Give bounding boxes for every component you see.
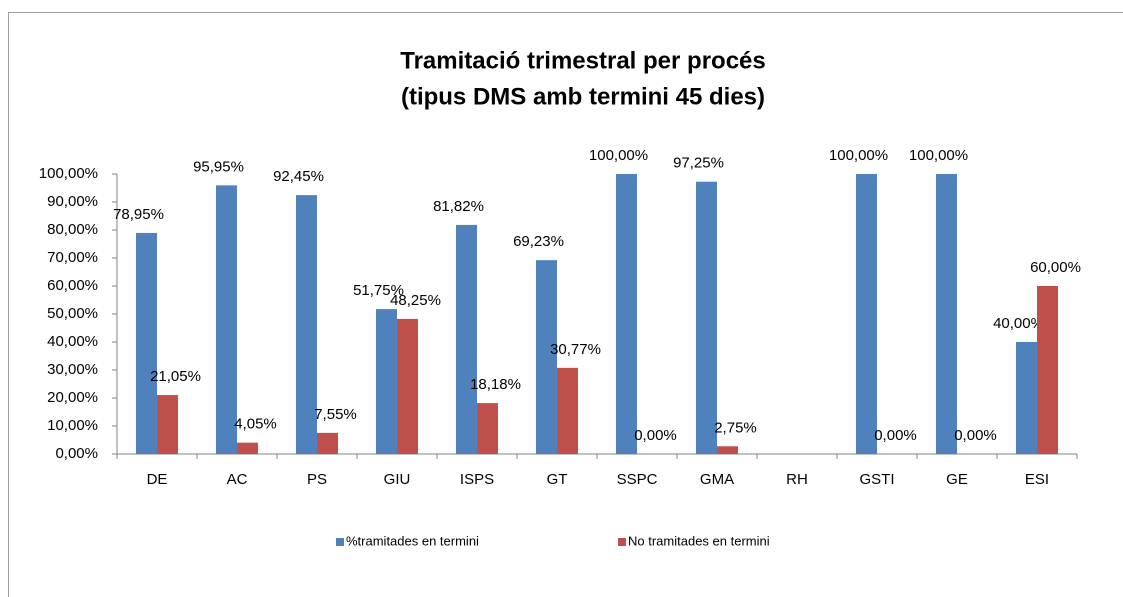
chart-title: Tramitació trimestral per procés bbox=[400, 47, 765, 74]
x-tick-label: SSPC bbox=[617, 471, 658, 488]
x-tick-label: GSTI bbox=[859, 471, 894, 488]
bar bbox=[717, 446, 738, 454]
x-tick-label: AC bbox=[227, 471, 248, 488]
value-label: 100,00% bbox=[829, 147, 888, 164]
value-label: 0,00% bbox=[954, 427, 997, 444]
y-tick-label: 100,00% bbox=[39, 165, 98, 182]
legend-label: No tramitades en termini bbox=[628, 533, 770, 548]
y-tick-label: 80,00% bbox=[47, 221, 98, 238]
chart-frame bbox=[8, 12, 1123, 597]
value-label: 40,00% bbox=[993, 315, 1044, 332]
value-label: 4,05% bbox=[234, 416, 277, 433]
bar bbox=[397, 318, 418, 454]
value-label: 30,77% bbox=[550, 341, 601, 358]
value-label: 21,05% bbox=[150, 368, 201, 385]
y-tick-label: 70,00% bbox=[47, 249, 98, 266]
value-label: 60,00% bbox=[1030, 259, 1081, 276]
value-label: 18,18% bbox=[470, 376, 521, 393]
y-tick-label: 20,00% bbox=[47, 389, 98, 406]
value-label: 100,00% bbox=[909, 147, 968, 164]
y-tick-label: 40,00% bbox=[47, 333, 98, 350]
bar bbox=[616, 174, 637, 454]
x-tick-label: DE bbox=[147, 471, 168, 488]
y-tick-label: 0,00% bbox=[55, 445, 98, 462]
bar bbox=[216, 185, 237, 454]
bar bbox=[477, 403, 498, 454]
value-label: 7,55% bbox=[314, 406, 357, 423]
x-tick-label: GE bbox=[946, 471, 968, 488]
bar bbox=[296, 195, 317, 454]
y-tick-label: 10,00% bbox=[47, 417, 98, 434]
bar bbox=[856, 174, 877, 454]
x-tick-label: ESI bbox=[1025, 471, 1049, 488]
legend-label: %tramitades en termini bbox=[346, 533, 479, 548]
y-tick-label: 30,00% bbox=[47, 361, 98, 378]
y-tick-label: 90,00% bbox=[47, 193, 98, 210]
value-label: 2,75% bbox=[714, 419, 757, 436]
y-tick-label: 50,00% bbox=[47, 305, 98, 322]
bar bbox=[536, 260, 557, 454]
bar bbox=[376, 309, 397, 454]
value-label: 0,00% bbox=[874, 427, 917, 444]
value-label: 78,95% bbox=[113, 206, 164, 223]
value-label: 100,00% bbox=[589, 147, 648, 164]
bar bbox=[936, 174, 957, 454]
bar bbox=[1037, 286, 1058, 454]
bar bbox=[557, 367, 578, 454]
value-label: 97,25% bbox=[673, 155, 724, 172]
legend-swatch bbox=[618, 538, 626, 546]
x-tick-label: RH bbox=[786, 471, 808, 488]
value-label: 92,45% bbox=[273, 168, 324, 185]
bar bbox=[237, 442, 258, 454]
value-label: 81,82% bbox=[433, 198, 484, 215]
bar bbox=[1016, 342, 1037, 454]
bar bbox=[157, 395, 178, 454]
bar bbox=[136, 232, 157, 454]
x-tick-label: GMA bbox=[700, 471, 734, 488]
value-label: 95,95% bbox=[193, 158, 244, 175]
value-label: 0,00% bbox=[634, 427, 677, 444]
value-label: 51,75% bbox=[353, 282, 404, 299]
bar bbox=[317, 432, 338, 454]
legend-swatch bbox=[336, 538, 344, 546]
x-tick-label: PS bbox=[307, 471, 327, 488]
x-tick-label: GT bbox=[547, 471, 568, 488]
value-label: 48,25% bbox=[390, 292, 441, 309]
y-tick-label: 60,00% bbox=[47, 277, 98, 294]
chart-title: (tipus DMS amb termini 45 dies) bbox=[401, 83, 765, 110]
bar bbox=[696, 181, 717, 454]
x-tick-label: ISPS bbox=[460, 471, 494, 488]
bar bbox=[456, 224, 477, 454]
x-tick-label: GIU bbox=[384, 471, 411, 488]
value-label: 69,23% bbox=[513, 233, 564, 250]
